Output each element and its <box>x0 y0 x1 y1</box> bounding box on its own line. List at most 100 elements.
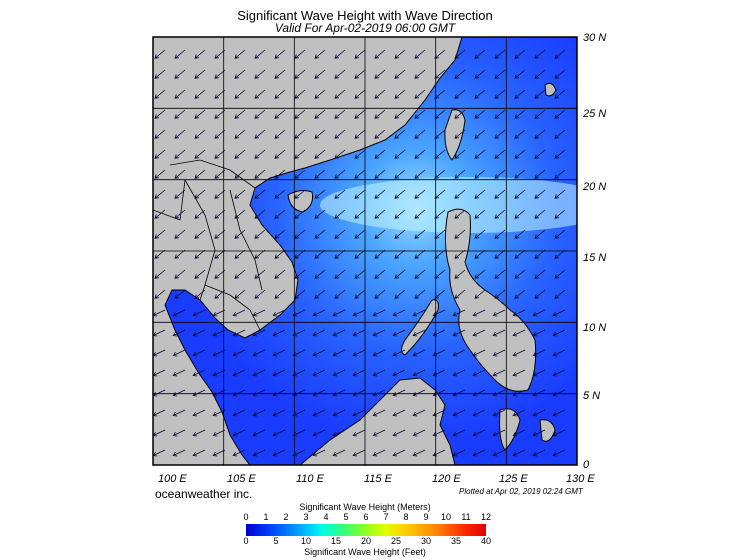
wave-arrow <box>394 69 406 79</box>
wave-arrow <box>252 329 266 337</box>
wave-arrow <box>434 109 446 119</box>
wave-arrow <box>394 269 406 279</box>
wave-arrow <box>294 229 306 239</box>
wave-arrow <box>214 69 226 79</box>
wave-arrow <box>554 169 566 179</box>
wave-arrow <box>212 409 226 417</box>
wave-arrow <box>194 69 206 79</box>
lat-label-5: 5 N <box>583 390 601 402</box>
wave-arrow <box>254 269 266 279</box>
wave-arrow <box>512 309 526 317</box>
wave-arrow <box>174 189 186 199</box>
wave-arrow <box>192 409 206 417</box>
lon-label-110: 110 E <box>296 473 324 485</box>
wave-arrow <box>192 349 206 357</box>
wave-arrow <box>514 249 526 259</box>
wave-arrow <box>334 149 346 159</box>
wave-arrow <box>512 389 526 397</box>
wave-arrow <box>194 269 206 279</box>
wave-arrow <box>292 309 306 317</box>
wave-arrow <box>272 409 286 417</box>
wave-arrow <box>332 329 346 337</box>
wave-arrow <box>294 129 306 139</box>
wave-arrow <box>154 109 166 119</box>
wave-arrow <box>314 69 326 79</box>
wave-arrow <box>192 429 206 437</box>
wave-arrow <box>494 249 506 259</box>
colorbar-tick-feet: 15 <box>330 536 342 546</box>
wave-arrow <box>412 429 426 437</box>
wave-arrow <box>272 329 286 337</box>
wave-arrow <box>494 189 506 199</box>
wave-arrow <box>194 229 206 239</box>
wave-arrow <box>352 429 366 437</box>
wave-arrow <box>294 289 306 299</box>
wave-direction-arrows <box>153 49 566 457</box>
wave-arrow <box>194 89 206 99</box>
wave-arrow <box>292 389 306 397</box>
wave-arrow <box>274 189 286 199</box>
wave-arrow <box>472 349 486 357</box>
wave-arrow <box>474 149 486 159</box>
wave-arrow <box>532 429 546 437</box>
wave-arrow <box>234 129 246 139</box>
wave-arrow <box>474 69 486 79</box>
wave-arrow <box>174 109 186 119</box>
wave-arrow <box>492 309 506 317</box>
wave-arrow <box>492 409 506 417</box>
wave-arrow <box>214 289 226 299</box>
colorbar-tick-feet: 30 <box>420 536 432 546</box>
wave-arrow <box>554 109 566 119</box>
wave-arrow <box>552 449 566 457</box>
wave-arrow <box>414 249 426 259</box>
wave-arrow <box>294 249 306 259</box>
wave-arrow <box>314 269 326 279</box>
wave-arrow <box>412 449 426 457</box>
wave-arrow <box>512 449 526 457</box>
wave-arrow <box>232 369 246 377</box>
wave-arrow <box>234 109 246 119</box>
wave-arrow <box>314 229 326 239</box>
wave-arrow <box>154 269 166 279</box>
wave-arrow <box>494 169 506 179</box>
wave-arrow <box>472 329 486 337</box>
wave-arrow <box>272 429 286 437</box>
wave-arrow <box>232 449 246 457</box>
wave-arrow <box>154 229 166 239</box>
wave-arrow <box>434 229 446 239</box>
wave-arrow <box>174 269 186 279</box>
wave-arrow <box>494 229 506 239</box>
wave-arrow <box>354 189 366 199</box>
wave-arrow <box>514 109 526 119</box>
wave-arrow <box>214 149 226 159</box>
wave-arrow <box>554 229 566 239</box>
wave-arrow <box>154 189 166 199</box>
wave-arrow <box>254 49 266 59</box>
wave-arrow <box>212 349 226 357</box>
wave-arrow <box>294 109 306 119</box>
wave-arrow <box>534 209 546 219</box>
wave-arrow <box>474 189 486 199</box>
wave-arrow <box>492 389 506 397</box>
lon-label-125: 125 E <box>499 473 528 485</box>
wave-arrow <box>232 389 246 397</box>
wave-arrow <box>274 69 286 79</box>
wave-arrow <box>374 209 386 219</box>
wave-arrow <box>534 289 546 299</box>
wave-arrow <box>292 369 306 377</box>
colorbar-tick-meters: 3 <box>303 512 309 522</box>
wave-arrow <box>314 149 326 159</box>
wave-arrow <box>514 209 526 219</box>
wave-arrow <box>554 89 566 99</box>
wave-arrow <box>472 389 486 397</box>
wave-arrow <box>432 369 446 377</box>
wave-arrow <box>314 89 326 99</box>
wave-arrow <box>494 289 506 299</box>
colorbar-tick-meters: 6 <box>363 512 369 522</box>
colorbar-tick-meters: 0 <box>243 512 249 522</box>
wave-arrow <box>452 369 466 377</box>
wave-arrow <box>554 189 566 199</box>
wave-arrow <box>474 169 486 179</box>
wave-arrow <box>474 49 486 59</box>
wave-arrow <box>552 369 566 377</box>
